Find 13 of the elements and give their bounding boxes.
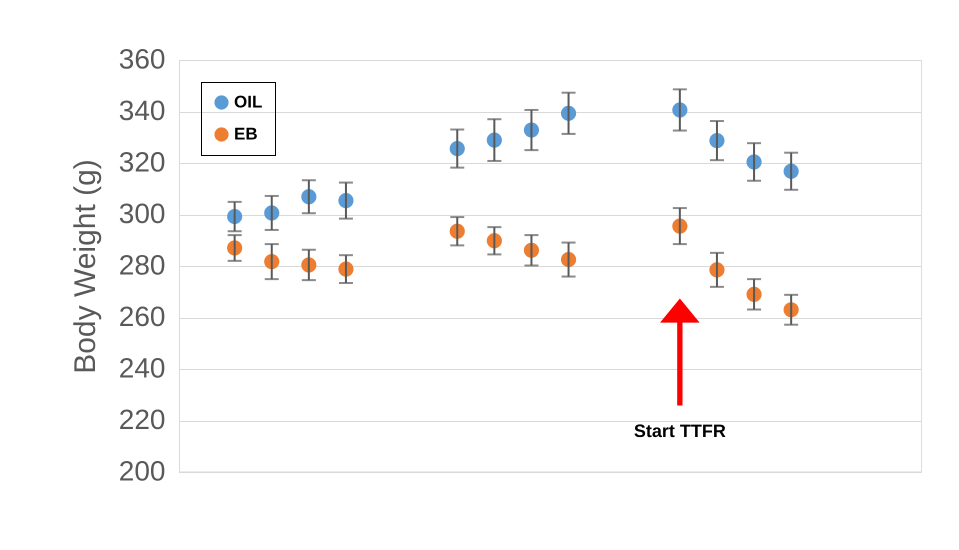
y-tick-label: 300 <box>118 198 166 229</box>
legend-label: EB <box>234 124 258 144</box>
y-tick-label: 320 <box>118 146 166 178</box>
legend-label: OIL <box>234 92 262 112</box>
y-tick-label: 280 <box>118 250 166 280</box>
annotation: Start TTFR <box>634 421 726 441</box>
y-tick-label: 200 <box>118 456 166 486</box>
y-tick-label: 220 <box>118 404 166 435</box>
y-tick-label: 340 <box>118 95 166 126</box>
y-tick-label: 360 <box>118 44 166 74</box>
y-axis-title: Body Weight (g) <box>68 159 102 374</box>
y-tick-label: 240 <box>118 352 166 384</box>
y-tick-label: 260 <box>118 301 166 332</box>
